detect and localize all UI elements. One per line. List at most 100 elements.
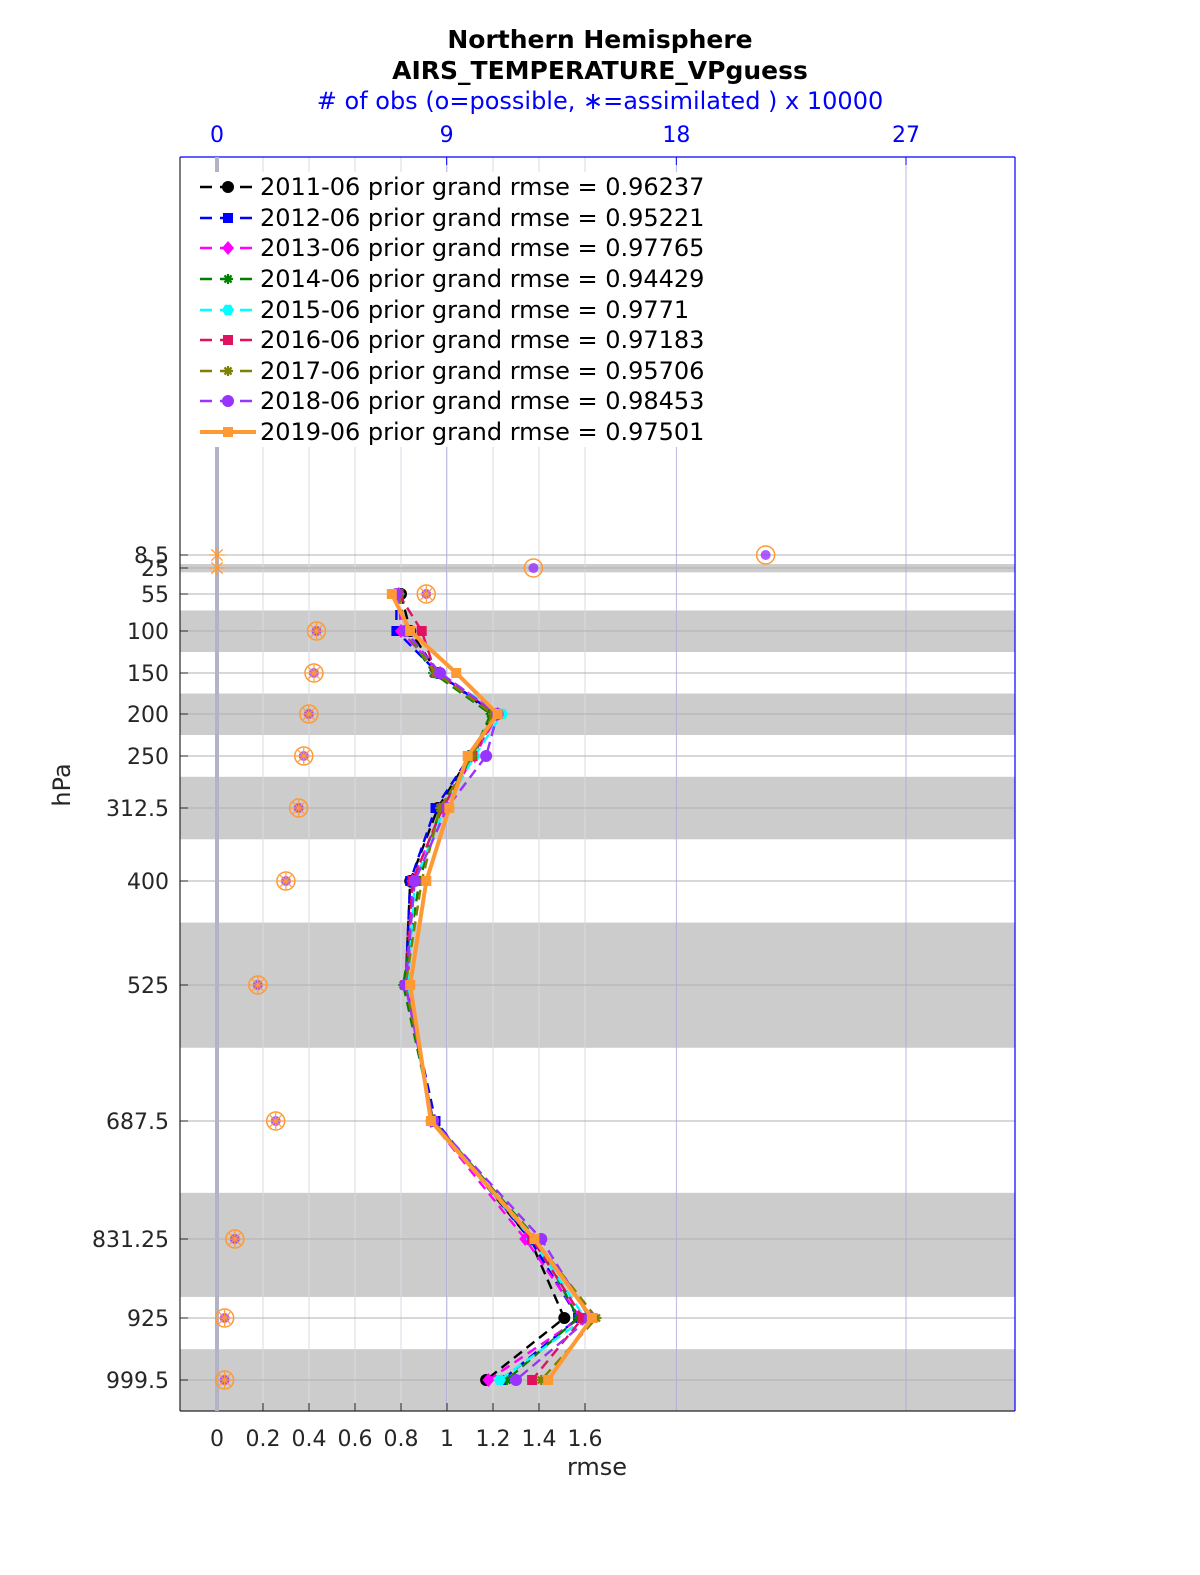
obs-star-stroke bbox=[228, 1232, 241, 1246]
series-point bbox=[558, 1312, 571, 1324]
obs-possible-marker bbox=[306, 621, 327, 641]
y-tick-label: 687.5 bbox=[106, 1110, 169, 1135]
legend-item: 2019-06 prior grand rmse = 0.97501 bbox=[192, 417, 752, 448]
top-tick-label: 9 bbox=[440, 123, 454, 148]
series-point bbox=[223, 212, 233, 223]
legend-label: 2015-06 prior grand rmse = 0.9771 bbox=[260, 295, 690, 324]
x-tick-label: 1.4 bbox=[522, 1427, 557, 1452]
top-axis-label: # of obs (o=possible, ∗=assimilated ) x … bbox=[316, 87, 884, 115]
y-axis-label: hPa bbox=[48, 763, 76, 806]
legend-label: 2017-06 prior grand rmse = 0.95706 bbox=[260, 356, 705, 385]
series-point bbox=[222, 181, 234, 194]
series-point bbox=[223, 365, 233, 376]
y-tick-label: 25 bbox=[141, 557, 169, 582]
obs-assimilated-marker bbox=[216, 1310, 233, 1326]
y-tick-label: 999.5 bbox=[106, 1369, 169, 1394]
x-tick-label: 1.6 bbox=[568, 1427, 603, 1452]
series-point bbox=[405, 626, 416, 636]
x-tick-label: 0.6 bbox=[338, 1427, 373, 1452]
obs-possible-dot bbox=[528, 563, 539, 573]
series-group bbox=[386, 589, 597, 1385]
star-stroke bbox=[223, 274, 233, 284]
legend-item: 2015-06 prior grand rmse = 0.9771 bbox=[192, 294, 752, 325]
shaded-band bbox=[180, 1192, 1015, 1297]
series-point bbox=[222, 395, 234, 408]
series-point bbox=[577, 1313, 588, 1323]
series-lines bbox=[386, 587, 602, 1387]
series-point bbox=[405, 980, 416, 990]
legend-item: 2012-06 prior grand rmse = 0.95221 bbox=[192, 203, 752, 234]
obs-star-stroke bbox=[218, 1373, 231, 1387]
obs-assimilated-marker bbox=[249, 977, 266, 993]
series-point bbox=[416, 626, 427, 636]
x-tick-label: 1 bbox=[440, 1427, 454, 1452]
obs-possible-marker bbox=[214, 1370, 235, 1390]
legend-swatch bbox=[200, 335, 256, 346]
chart-title: Northern Hemisphere bbox=[447, 25, 753, 54]
legend: 2011-06 prior grand rmse = 0.96237 2012-0… bbox=[192, 172, 752, 448]
obs-star-stroke bbox=[310, 624, 323, 638]
y-tick-label: 400 bbox=[127, 870, 169, 895]
legend-label: 2016-06 prior grand rmse = 0.97183 bbox=[260, 326, 705, 355]
obs-possible-marker bbox=[304, 663, 324, 683]
series-point bbox=[408, 875, 421, 887]
legend-swatch bbox=[200, 181, 256, 194]
chart-title-block: Northern Hemisphere AIRS_TEMPERATURE_VPg… bbox=[0, 24, 1200, 117]
obs-possible-marker bbox=[755, 545, 776, 565]
series-point bbox=[434, 667, 447, 679]
legend-item: 2013-06 prior grand rmse = 0.97765 bbox=[192, 233, 752, 264]
series-point bbox=[586, 1313, 597, 1323]
series-point bbox=[482, 1373, 495, 1387]
y-tick-label: 55 bbox=[141, 583, 169, 608]
legend-swatch bbox=[200, 212, 256, 223]
obs-star-stroke bbox=[218, 1311, 231, 1325]
series-point bbox=[421, 876, 432, 886]
obs-assimilated-marker bbox=[226, 1231, 243, 1247]
shaded-bands bbox=[180, 564, 1015, 1411]
obs-assimilated-marker bbox=[209, 560, 225, 576]
obs-star-stroke bbox=[420, 587, 433, 601]
obs-assimilated-marker bbox=[300, 706, 317, 722]
obs-assimilated-marker bbox=[290, 800, 307, 816]
x-tick-label: 0.8 bbox=[384, 1427, 419, 1452]
legend-item: 2017-06 prior grand rmse = 0.95706 bbox=[192, 356, 752, 387]
obs-possible-marker bbox=[225, 1229, 245, 1249]
y-tick-label: 312.5 bbox=[106, 797, 169, 822]
x-tick-label: 0.4 bbox=[292, 1427, 327, 1452]
obs-assimilated-marker bbox=[277, 873, 294, 889]
y-tick-label: 525 bbox=[127, 974, 169, 999]
legend-label: 2012-06 prior grand rmse = 0.95221 bbox=[260, 203, 705, 232]
obs-assimilated-marker bbox=[418, 586, 435, 602]
legend-item: 2016-06 prior grand rmse = 0.97183 bbox=[192, 325, 752, 356]
legend-label: 2013-06 prior grand rmse = 0.97765 bbox=[260, 234, 705, 263]
series-point bbox=[527, 1375, 538, 1385]
series-line bbox=[390, 593, 595, 1382]
obs-possible-marker bbox=[214, 1308, 235, 1328]
legend-label: 2018-06 prior grand rmse = 0.98453 bbox=[260, 387, 705, 416]
y-tick-label: 150 bbox=[127, 662, 169, 687]
legend-swatch bbox=[200, 274, 256, 285]
obs-possible-marker bbox=[523, 558, 544, 578]
star-stroke bbox=[223, 366, 233, 376]
obs-assimilated-marker bbox=[305, 665, 322, 681]
x-tick-label: 1.2 bbox=[476, 1427, 511, 1452]
obs-assimilated-marker bbox=[295, 748, 312, 764]
legend-item: 2018-06 prior grand rmse = 0.98453 bbox=[192, 386, 752, 417]
obs-possible-marker bbox=[265, 1111, 286, 1131]
series-point bbox=[543, 1375, 554, 1385]
series-point bbox=[480, 750, 493, 762]
legend-swatch bbox=[200, 304, 256, 315]
series-point bbox=[529, 1234, 540, 1244]
legend-swatch bbox=[200, 241, 256, 256]
legend-swatch bbox=[200, 427, 256, 438]
legend-item: 2011-06 prior grand rmse = 0.96237 bbox=[192, 172, 752, 203]
series-point bbox=[222, 304, 234, 315]
obs-possible-marker bbox=[299, 704, 319, 724]
obs-star-stroke bbox=[210, 548, 224, 562]
series-point bbox=[223, 335, 233, 346]
series-point bbox=[425, 1116, 436, 1126]
obs-possible-marker bbox=[276, 871, 296, 891]
obs-star-stroke bbox=[307, 666, 321, 680]
